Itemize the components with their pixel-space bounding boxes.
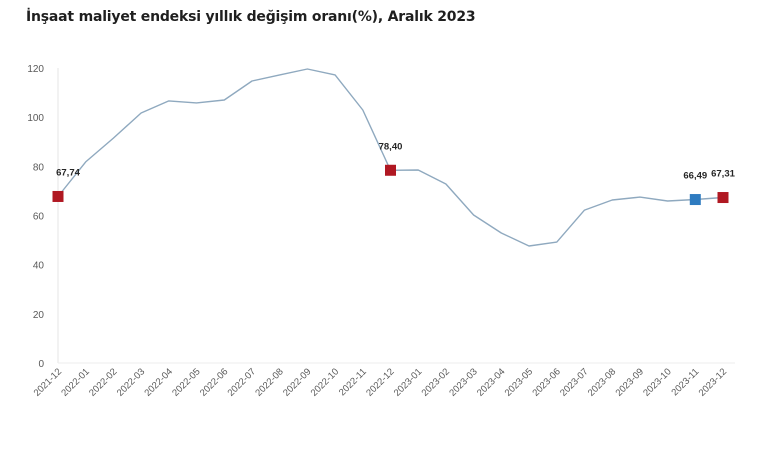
data-point-marker: [385, 164, 396, 176]
x-tick-label: 2022-03: [115, 366, 147, 398]
x-tick-label: 2022-02: [87, 366, 119, 398]
x-tick-label: 2022-08: [253, 366, 285, 398]
x-tick-label: 2023-06: [530, 366, 562, 398]
data-label: 66,49: [683, 171, 707, 182]
x-tick-label: 2023-08: [586, 366, 618, 398]
x-axis: 2021-122022-012022-022022-032022-042022-…: [32, 366, 729, 398]
y-tick-label: 0: [38, 359, 44, 370]
data-point-marker: [689, 194, 701, 206]
x-tick-label: 2022-01: [59, 366, 91, 398]
x-tick-label: 2023-10: [641, 366, 673, 398]
x-tick-label: 2023-09: [614, 366, 646, 398]
y-tick-label: 40: [33, 261, 45, 272]
x-tick-label: 2022-05: [170, 366, 202, 398]
data-label: 78,40: [379, 141, 403, 152]
x-tick-label: 2023-12: [697, 366, 729, 398]
x-tick-label: 2022-04: [143, 366, 175, 398]
y-tick-label: 120: [27, 64, 44, 75]
y-tick-label: 20: [33, 310, 45, 321]
x-tick-label: 2022-10: [309, 366, 341, 398]
x-tick-label: 2022-07: [226, 366, 258, 398]
x-tick-label: 2023-07: [558, 366, 590, 398]
x-tick-label: 2023-03: [447, 366, 479, 398]
y-tick-label: 80: [33, 162, 45, 173]
x-tick-label: 2022-09: [281, 366, 313, 398]
x-tick-label: 2023-01: [392, 366, 424, 398]
data-point-marker: [52, 190, 64, 202]
x-tick-label: 2023-02: [420, 366, 452, 398]
y-tick-label: 100: [27, 113, 44, 124]
data-point-marker: [717, 192, 729, 204]
data-label: 67,74: [56, 167, 80, 178]
data-markers: 67,74 78,40 66,49 67,31: [52, 141, 736, 206]
x-tick-label: 2022-12: [364, 366, 396, 398]
x-tick-label: 2023-11: [669, 366, 701, 398]
x-tick-label: 2022-06: [198, 366, 230, 398]
x-tick-label: 2021-12: [32, 366, 64, 398]
chart-title: İnşaat maliyet endeksi yıllık değişim or…: [26, 9, 476, 25]
data-label: 67,31: [711, 169, 735, 180]
x-tick-label: 2023-05: [503, 366, 535, 398]
x-tick-label: 2023-04: [475, 366, 507, 398]
x-tick-label: 2022-11: [337, 366, 369, 398]
y-axis: 0 20 40 60 80 100 120: [27, 64, 44, 370]
y-tick-label: 60: [33, 212, 45, 223]
series-line: [57, 68, 724, 247]
